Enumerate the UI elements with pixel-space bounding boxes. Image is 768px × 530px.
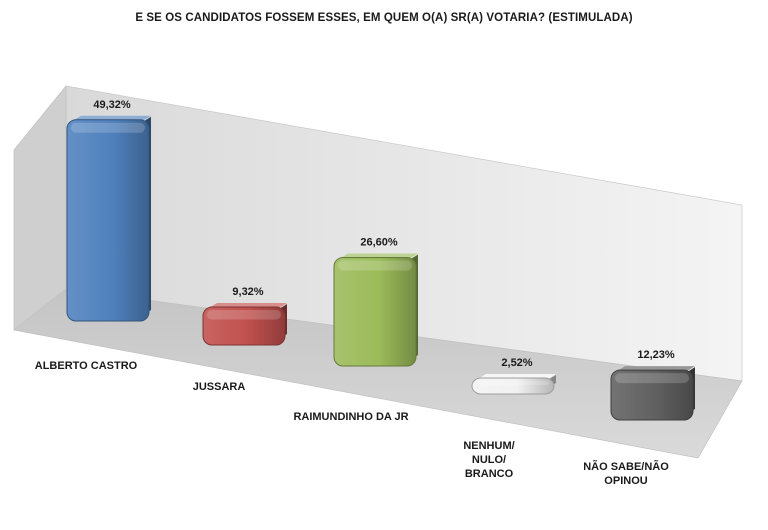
category-label-1: JUSSARA (193, 381, 246, 393)
bar-4 (610, 366, 695, 421)
bar-highlight-1 (207, 309, 281, 320)
value-label-4: 12,23% (637, 349, 675, 361)
bar-0 (66, 115, 151, 322)
bar-highlight-2 (338, 260, 412, 271)
category-label-3: NENHUM/NULO/BRANCO (463, 440, 514, 480)
category-label-2: RAIMUNDINHO DA JR (293, 411, 408, 423)
bar-front-1 (202, 306, 286, 346)
value-label-0: 49,32% (93, 99, 131, 111)
value-label-2: 26,60% (360, 236, 398, 248)
bar-highlight-4 (615, 373, 689, 384)
bar-front-0 (66, 119, 150, 322)
bar-front-2 (333, 256, 417, 367)
side-wall (13, 85, 67, 331)
floor (13, 288, 743, 459)
chart-title: E SE OS CANDIDATOS FOSSEM ESSES, EM QUEM… (135, 12, 633, 24)
bar-front-3 (471, 377, 555, 395)
category-label-0: ALBERTO CASTRO (35, 360, 138, 372)
bar-highlight-3 (476, 381, 550, 385)
value-label-3: 2,52% (501, 357, 532, 369)
value-label-1: 9,32% (232, 286, 263, 298)
bar-1 (202, 302, 287, 346)
bar-highlight-0 (71, 122, 145, 133)
bar-3 (471, 374, 556, 395)
category-label-4: NÃO SABE/NÃO OPINOU (583, 460, 669, 487)
bar-2 (333, 253, 418, 367)
bar-front-4 (610, 369, 694, 421)
